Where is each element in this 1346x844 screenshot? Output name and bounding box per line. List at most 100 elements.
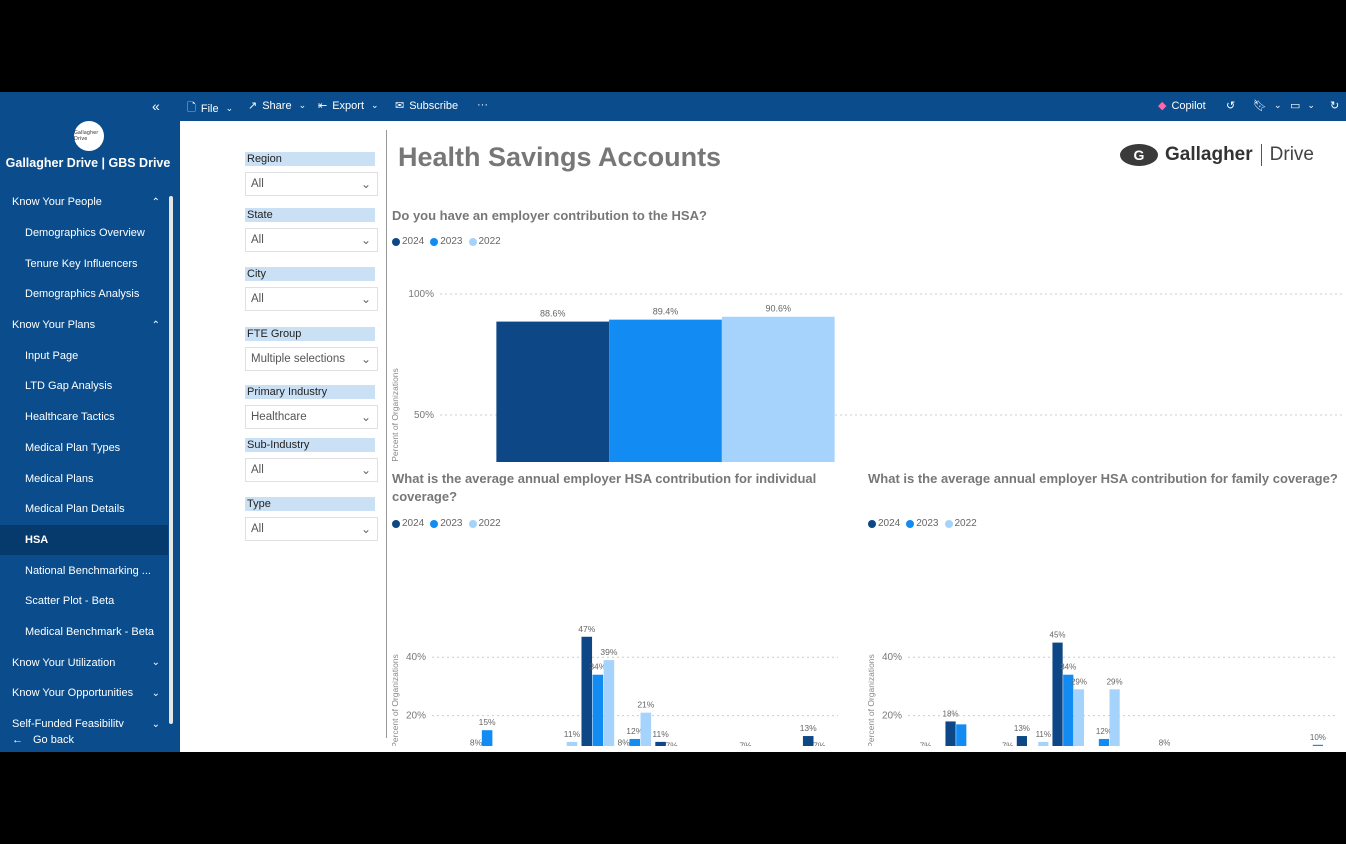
filter-label: State (245, 208, 375, 222)
bar-2023-4[interactable] (592, 674, 604, 746)
copilot-button[interactable]: ◆ Copilot (1158, 99, 1206, 113)
sidebar-item-know-your-utilization[interactable]: Know Your Utilization ⌄ (0, 647, 168, 678)
file-menu[interactable]: 🗋 File ⌄ (187, 99, 233, 118)
bar-2022-0[interactable] (721, 316, 835, 462)
bookmark-button[interactable]: 🔖︎ ⌄ (1253, 99, 1282, 112)
sidebar-item-know-your-plans[interactable]: Know Your Plans ⌃ (0, 310, 168, 341)
legend-dot-icon (468, 519, 477, 528)
sidebar-item-ltd-gap-analysis[interactable]: LTD Gap Analysis (0, 371, 168, 402)
sidebar-item-medical-plan-types[interactable]: Medical Plan Types (0, 433, 168, 464)
data-label: 7% (920, 742, 932, 746)
arrow-left-icon: ← (12, 734, 23, 746)
sidebar-item-medical-benchmark-beta[interactable]: Medical Benchmark - Beta (0, 617, 168, 648)
legend-dot-icon (430, 237, 439, 246)
legend-item[interactable]: 2024 (392, 236, 424, 247)
bar-2023-5[interactable] (629, 738, 641, 746)
bar-2023-0[interactable] (609, 319, 722, 462)
view-icon: ▭ (1290, 100, 1301, 112)
bar-2022-4[interactable] (1073, 689, 1085, 746)
filter-dropdown-sub-industry[interactable]: All ⌄ (245, 458, 378, 482)
bar-2024-0[interactable] (496, 321, 610, 462)
sidebar-item-label: Medical Plan Details (25, 503, 125, 516)
y-tick-label: 50% (414, 410, 434, 421)
sidebar-item-demographics-overview[interactable]: Demographics Overview (0, 218, 168, 249)
go-back-button[interactable]: ← Go back (12, 734, 74, 746)
bar-2022-5[interactable] (640, 712, 652, 746)
sidebar-item-demographics-analysis[interactable]: Demographics Analysis (0, 279, 168, 310)
more-options-button[interactable]: ··· (477, 99, 488, 111)
sidebar-item-scatter-plot-beta[interactable]: Scatter Plot - Beta (0, 586, 168, 617)
bar-2024-6[interactable] (655, 741, 666, 746)
sidebar-item-self-funded-feasibility[interactable]: Self-Funded Feasibility ⌄ (0, 709, 168, 727)
legend-item[interactable]: 2022 (944, 518, 977, 529)
chevron-down-icon: ⌄ (360, 177, 371, 191)
data-label: 15% (479, 717, 496, 727)
data-label: 29% (1107, 677, 1123, 686)
filter-dropdown-state[interactable]: All ⌄ (245, 228, 378, 252)
filter-dropdown-region[interactable]: All ⌄ (245, 172, 378, 196)
refresh-button[interactable]: ↻ (1330, 99, 1339, 112)
chart-hsa-contribution: 0%50%100%Percent of Organizations88.6%11… (390, 289, 1342, 462)
bar-2024-1[interactable] (945, 721, 956, 746)
bar-2023-1[interactable] (481, 730, 493, 746)
legend-item[interactable]: 2022 (468, 236, 501, 247)
bar-2023-5[interactable] (1098, 738, 1110, 746)
data-label: 11% (1036, 730, 1051, 739)
share-menu[interactable]: ↗ Share ⌄ (248, 99, 306, 113)
sidebar-item-tenure-key-influencers[interactable]: Tenure Key Influencers (0, 248, 168, 279)
copilot-label: Copilot (1171, 99, 1206, 112)
sidebar-item-label: Demographics Overview (25, 227, 145, 240)
sidebar-item-label: LTD Gap Analysis (25, 380, 113, 393)
bar-2022-4[interactable] (603, 660, 615, 746)
scroll-thumb[interactable] (169, 196, 173, 724)
legend-item[interactable]: 2022 (468, 518, 501, 529)
bar-2022-5[interactable] (1109, 689, 1120, 746)
sidebar-item-label: Medical Plan Types (25, 441, 121, 454)
filter-dropdown-type[interactable]: All ⌄ (245, 517, 378, 541)
sidebar-item-national-benchmarking[interactable]: National Benchmarking ... (0, 555, 168, 586)
chart-individual-contribution: 0%20%40%Percent of Organizations8%3%5%47… (390, 624, 838, 746)
reset-button[interactable]: ↺ (1226, 99, 1235, 112)
chart2-title: What is the average annual employer HSA … (392, 471, 817, 504)
legend-item[interactable]: 2023 (906, 518, 939, 529)
export-label: Export (332, 99, 365, 112)
subscribe-button[interactable]: ✉ Subscribe (395, 99, 458, 113)
sidebar-item-know-your-people[interactable]: Know Your People ⌃ (0, 187, 168, 218)
bar-2023-1[interactable] (956, 724, 967, 746)
legend-item[interactable]: 2023 (430, 236, 463, 247)
filter-dropdown-city[interactable]: All ⌄ (245, 287, 378, 311)
bar-2023-4[interactable] (1063, 674, 1074, 746)
page-title: Health Savings Accounts (398, 142, 722, 172)
legend-item[interactable]: 2024 (392, 518, 424, 529)
view-button[interactable]: ▭ ⌄ (1290, 99, 1315, 112)
sidebar-item-know-your-opportunities[interactable]: Know Your Opportunities ⌄ (0, 678, 168, 709)
share-label: Share (262, 99, 292, 112)
sidebar-scrollbar[interactable] (168, 188, 174, 728)
bar-2024-10[interactable] (802, 736, 814, 746)
bar-2022-3[interactable] (1038, 741, 1049, 746)
bar-2023-11[interactable] (1312, 744, 1324, 746)
collapse-sidebar-icon[interactable]: « (152, 98, 160, 114)
sidebar-item-input-page[interactable]: Input Page (0, 340, 168, 371)
chevron-up-icon: ⌃ (151, 319, 160, 331)
sidebar-item-healthcare-tactics[interactable]: Healthcare Tactics (0, 402, 168, 433)
legend-item[interactable]: 2023 (430, 518, 463, 529)
legend-label: 2023 (916, 518, 939, 529)
legend-label: 2024 (402, 236, 425, 247)
export-menu[interactable]: ⇤ Export ⌄ (318, 99, 379, 113)
bar-2024-4[interactable] (581, 636, 593, 746)
chevron-down-icon: ⌄ (360, 463, 371, 477)
sidebar-item-hsa[interactable]: HSA (0, 524, 168, 556)
sidebar-item-medical-plans[interactable]: Medical Plans (0, 463, 168, 494)
legend-item[interactable]: 2024 (868, 518, 900, 529)
legend-dot-icon (868, 519, 876, 528)
filter-dropdown-primary-industry[interactable]: Healthcare ⌄ (245, 405, 378, 429)
sidebar-item-medical-plan-details[interactable]: Medical Plan Details (0, 494, 168, 525)
bar-2024-4[interactable] (1052, 642, 1063, 746)
filter-value: All (251, 178, 264, 190)
brand-separator (1260, 144, 1262, 166)
filter-dropdown-fte-group[interactable]: Multiple selections ⌄ (245, 347, 378, 371)
bar-2022-3[interactable] (566, 741, 578, 746)
bar-2024-3[interactable] (1016, 736, 1027, 746)
brand-logo: G Gallagher Drive (1120, 144, 1314, 166)
